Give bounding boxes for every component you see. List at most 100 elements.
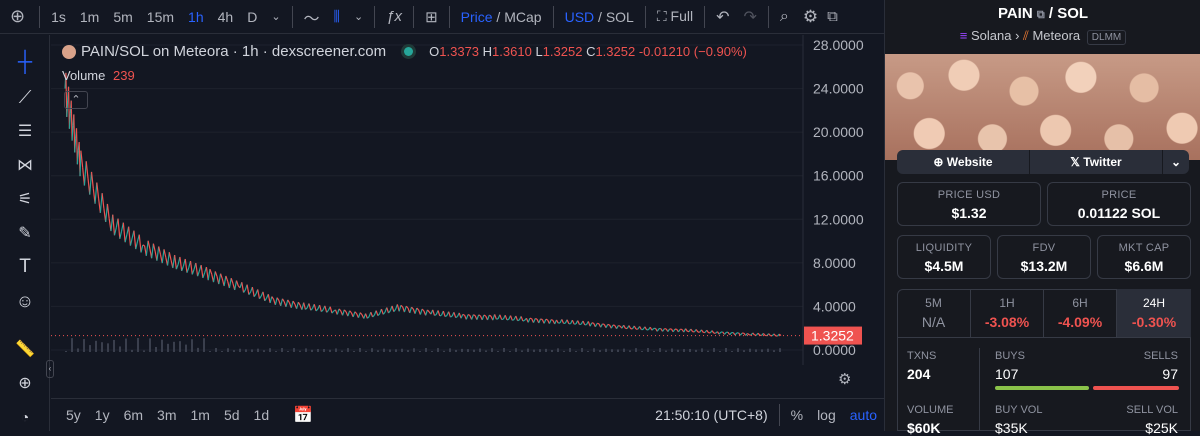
range-1y[interactable]: 1y bbox=[88, 407, 117, 423]
volume-bar bbox=[665, 351, 667, 352]
price-segment bbox=[198, 271, 200, 276]
fib-icon[interactable]: ☰ bbox=[13, 119, 37, 143]
range-1d[interactable]: 1d bbox=[247, 407, 277, 423]
website-button[interactable]: ⊕ Website bbox=[897, 150, 1030, 174]
price-segment bbox=[535, 319, 537, 320]
usd-sol-toggle[interactable]: USD / SOL bbox=[558, 9, 641, 25]
volume-bar bbox=[467, 349, 469, 352]
tab-value: -0.30% bbox=[1117, 314, 1191, 330]
price-segment bbox=[281, 299, 283, 306]
undo-icon[interactable]: ↶ bbox=[709, 7, 736, 27]
prediction-icon[interactable]: ⚟ bbox=[13, 187, 37, 211]
range-1m[interactable]: 1m bbox=[184, 407, 217, 423]
volume-bar bbox=[605, 349, 607, 352]
price-usd-value: $1.32 bbox=[898, 205, 1040, 221]
price-segment bbox=[208, 269, 210, 280]
range-5y[interactable]: 5y bbox=[59, 407, 88, 423]
price-segment bbox=[252, 287, 254, 297]
price-segment bbox=[445, 316, 447, 317]
timeframe-1s[interactable]: 1s bbox=[44, 9, 73, 25]
zoom-search-icon[interactable]: ⌕ bbox=[773, 8, 796, 26]
volume-bar bbox=[587, 351, 589, 352]
chain-link[interactable]: Solana bbox=[971, 28, 1011, 43]
percent-toggle[interactable]: % bbox=[784, 407, 810, 423]
timeframe-4h[interactable]: 4h bbox=[211, 9, 241, 25]
ruler-icon[interactable]: 📏 bbox=[13, 337, 37, 361]
price-segment bbox=[286, 300, 288, 307]
line-chart-icon[interactable]: 〜 bbox=[297, 5, 327, 29]
price-mcap-toggle[interactable]: Price / MCap bbox=[454, 9, 549, 25]
volume-bar bbox=[443, 351, 445, 352]
crosshair-icon[interactable]: ┼ bbox=[13, 50, 37, 74]
volume-bar bbox=[731, 351, 733, 352]
magnet-icon[interactable]: ◔ bbox=[13, 405, 37, 429]
range-6m[interactable]: 6m bbox=[117, 407, 150, 423]
range-3m[interactable]: 3m bbox=[150, 407, 183, 423]
chevron-down-icon[interactable]: ⌄ bbox=[264, 10, 287, 23]
price-segment bbox=[701, 330, 703, 333]
timeframe-1h[interactable]: 1h bbox=[181, 9, 211, 25]
emoji-icon[interactable]: ☺ bbox=[13, 289, 37, 313]
price-segment bbox=[777, 334, 779, 336]
price-segment bbox=[417, 308, 419, 310]
price-segment bbox=[203, 273, 205, 278]
volume-bar bbox=[767, 349, 769, 352]
copy-icon[interactable]: ⧉ bbox=[1037, 9, 1045, 21]
price-segment bbox=[415, 308, 417, 314]
auto-toggle[interactable]: auto bbox=[843, 407, 884, 423]
volume-bar bbox=[77, 348, 79, 352]
y-tick-label: 28.0000 bbox=[813, 37, 864, 53]
pattern-icon[interactable]: ⋈ bbox=[13, 153, 37, 177]
buy-volume-label: BUY VOL bbox=[995, 404, 1043, 416]
add-symbol-button[interactable]: ⊕ bbox=[0, 6, 35, 27]
calendar-icon[interactable]: 📅 bbox=[286, 405, 320, 425]
fullscreen-button[interactable]: ⛶ Full bbox=[650, 8, 700, 25]
ohlc: O1.3373 H1.3610 L1.3252 C1.3252 -0.01210… bbox=[429, 44, 747, 59]
layout-grid-icon[interactable]: ⊞ bbox=[418, 8, 445, 26]
tab-value: N/A bbox=[897, 314, 970, 330]
collapse-legend-button[interactable]: ⌃ bbox=[64, 91, 88, 109]
price-segment bbox=[235, 281, 237, 290]
timeframe-1m[interactable]: 1m bbox=[73, 9, 106, 25]
timeframe-D[interactable]: D bbox=[240, 9, 264, 25]
chevron-down-icon[interactable]: ⌄ bbox=[347, 10, 370, 23]
redo-icon[interactable]: ↷ bbox=[737, 7, 764, 27]
price-segment bbox=[657, 329, 659, 332]
tab-6h[interactable]: 6H-4.09% bbox=[1044, 289, 1117, 337]
brush-icon[interactable]: ✎ bbox=[13, 221, 37, 245]
tab-24h[interactable]: 24H-0.30% bbox=[1117, 289, 1191, 337]
zoom-in-icon[interactable]: ⊕ bbox=[13, 371, 37, 395]
volume-bar bbox=[305, 348, 307, 352]
candles-icon[interactable]: ⫼ bbox=[327, 8, 347, 25]
trendline-icon[interactable]: ⟋ bbox=[13, 85, 37, 109]
text-icon[interactable]: T bbox=[13, 255, 37, 279]
indicators-icon[interactable]: ƒx bbox=[379, 8, 409, 25]
dex-link[interactable]: Meteora bbox=[1032, 28, 1080, 43]
log-toggle[interactable]: log bbox=[810, 407, 843, 423]
volume-bar bbox=[143, 350, 145, 352]
price-segment bbox=[466, 315, 468, 320]
time-axis-settings-icon[interactable]: ⚙ bbox=[838, 370, 851, 388]
low-value: 1.3252 bbox=[543, 44, 583, 59]
timeframe-15m[interactable]: 15m bbox=[140, 9, 181, 25]
fdv-label: FDV bbox=[998, 242, 1090, 254]
y-tick-label: 12.0000 bbox=[813, 211, 864, 227]
price-segment bbox=[297, 302, 299, 309]
screenshot-icon[interactable]: ⧉ bbox=[825, 8, 840, 25]
chart-canvas[interactable]: 28.000024.000020.000016.000012.00008.000… bbox=[51, 35, 884, 365]
volume-bar bbox=[515, 348, 517, 352]
tab-1h[interactable]: 1H-3.08% bbox=[971, 289, 1044, 337]
price-segment bbox=[454, 312, 456, 317]
twitter-button[interactable]: 𝕏 Twitter bbox=[1030, 150, 1163, 174]
gear-icon[interactable]: ⚙ bbox=[796, 7, 825, 27]
scroll-left-icon[interactable]: ‹ bbox=[46, 360, 54, 378]
range-5d[interactable]: 5d bbox=[217, 407, 247, 423]
price-segment bbox=[92, 172, 94, 188]
chevron-down-icon[interactable]: ⌄ bbox=[1163, 150, 1189, 174]
sells-block: SELLS 97 bbox=[1144, 350, 1178, 382]
volume-bar bbox=[617, 349, 619, 352]
timeframe-5m[interactable]: 5m bbox=[106, 9, 139, 25]
y-tick-label: 20.0000 bbox=[813, 124, 864, 140]
